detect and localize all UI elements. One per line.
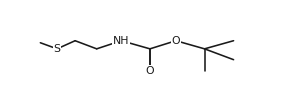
Text: O: O [146, 66, 154, 76]
Text: S: S [54, 44, 60, 54]
Text: O: O [172, 36, 180, 46]
Text: NH: NH [113, 36, 130, 46]
